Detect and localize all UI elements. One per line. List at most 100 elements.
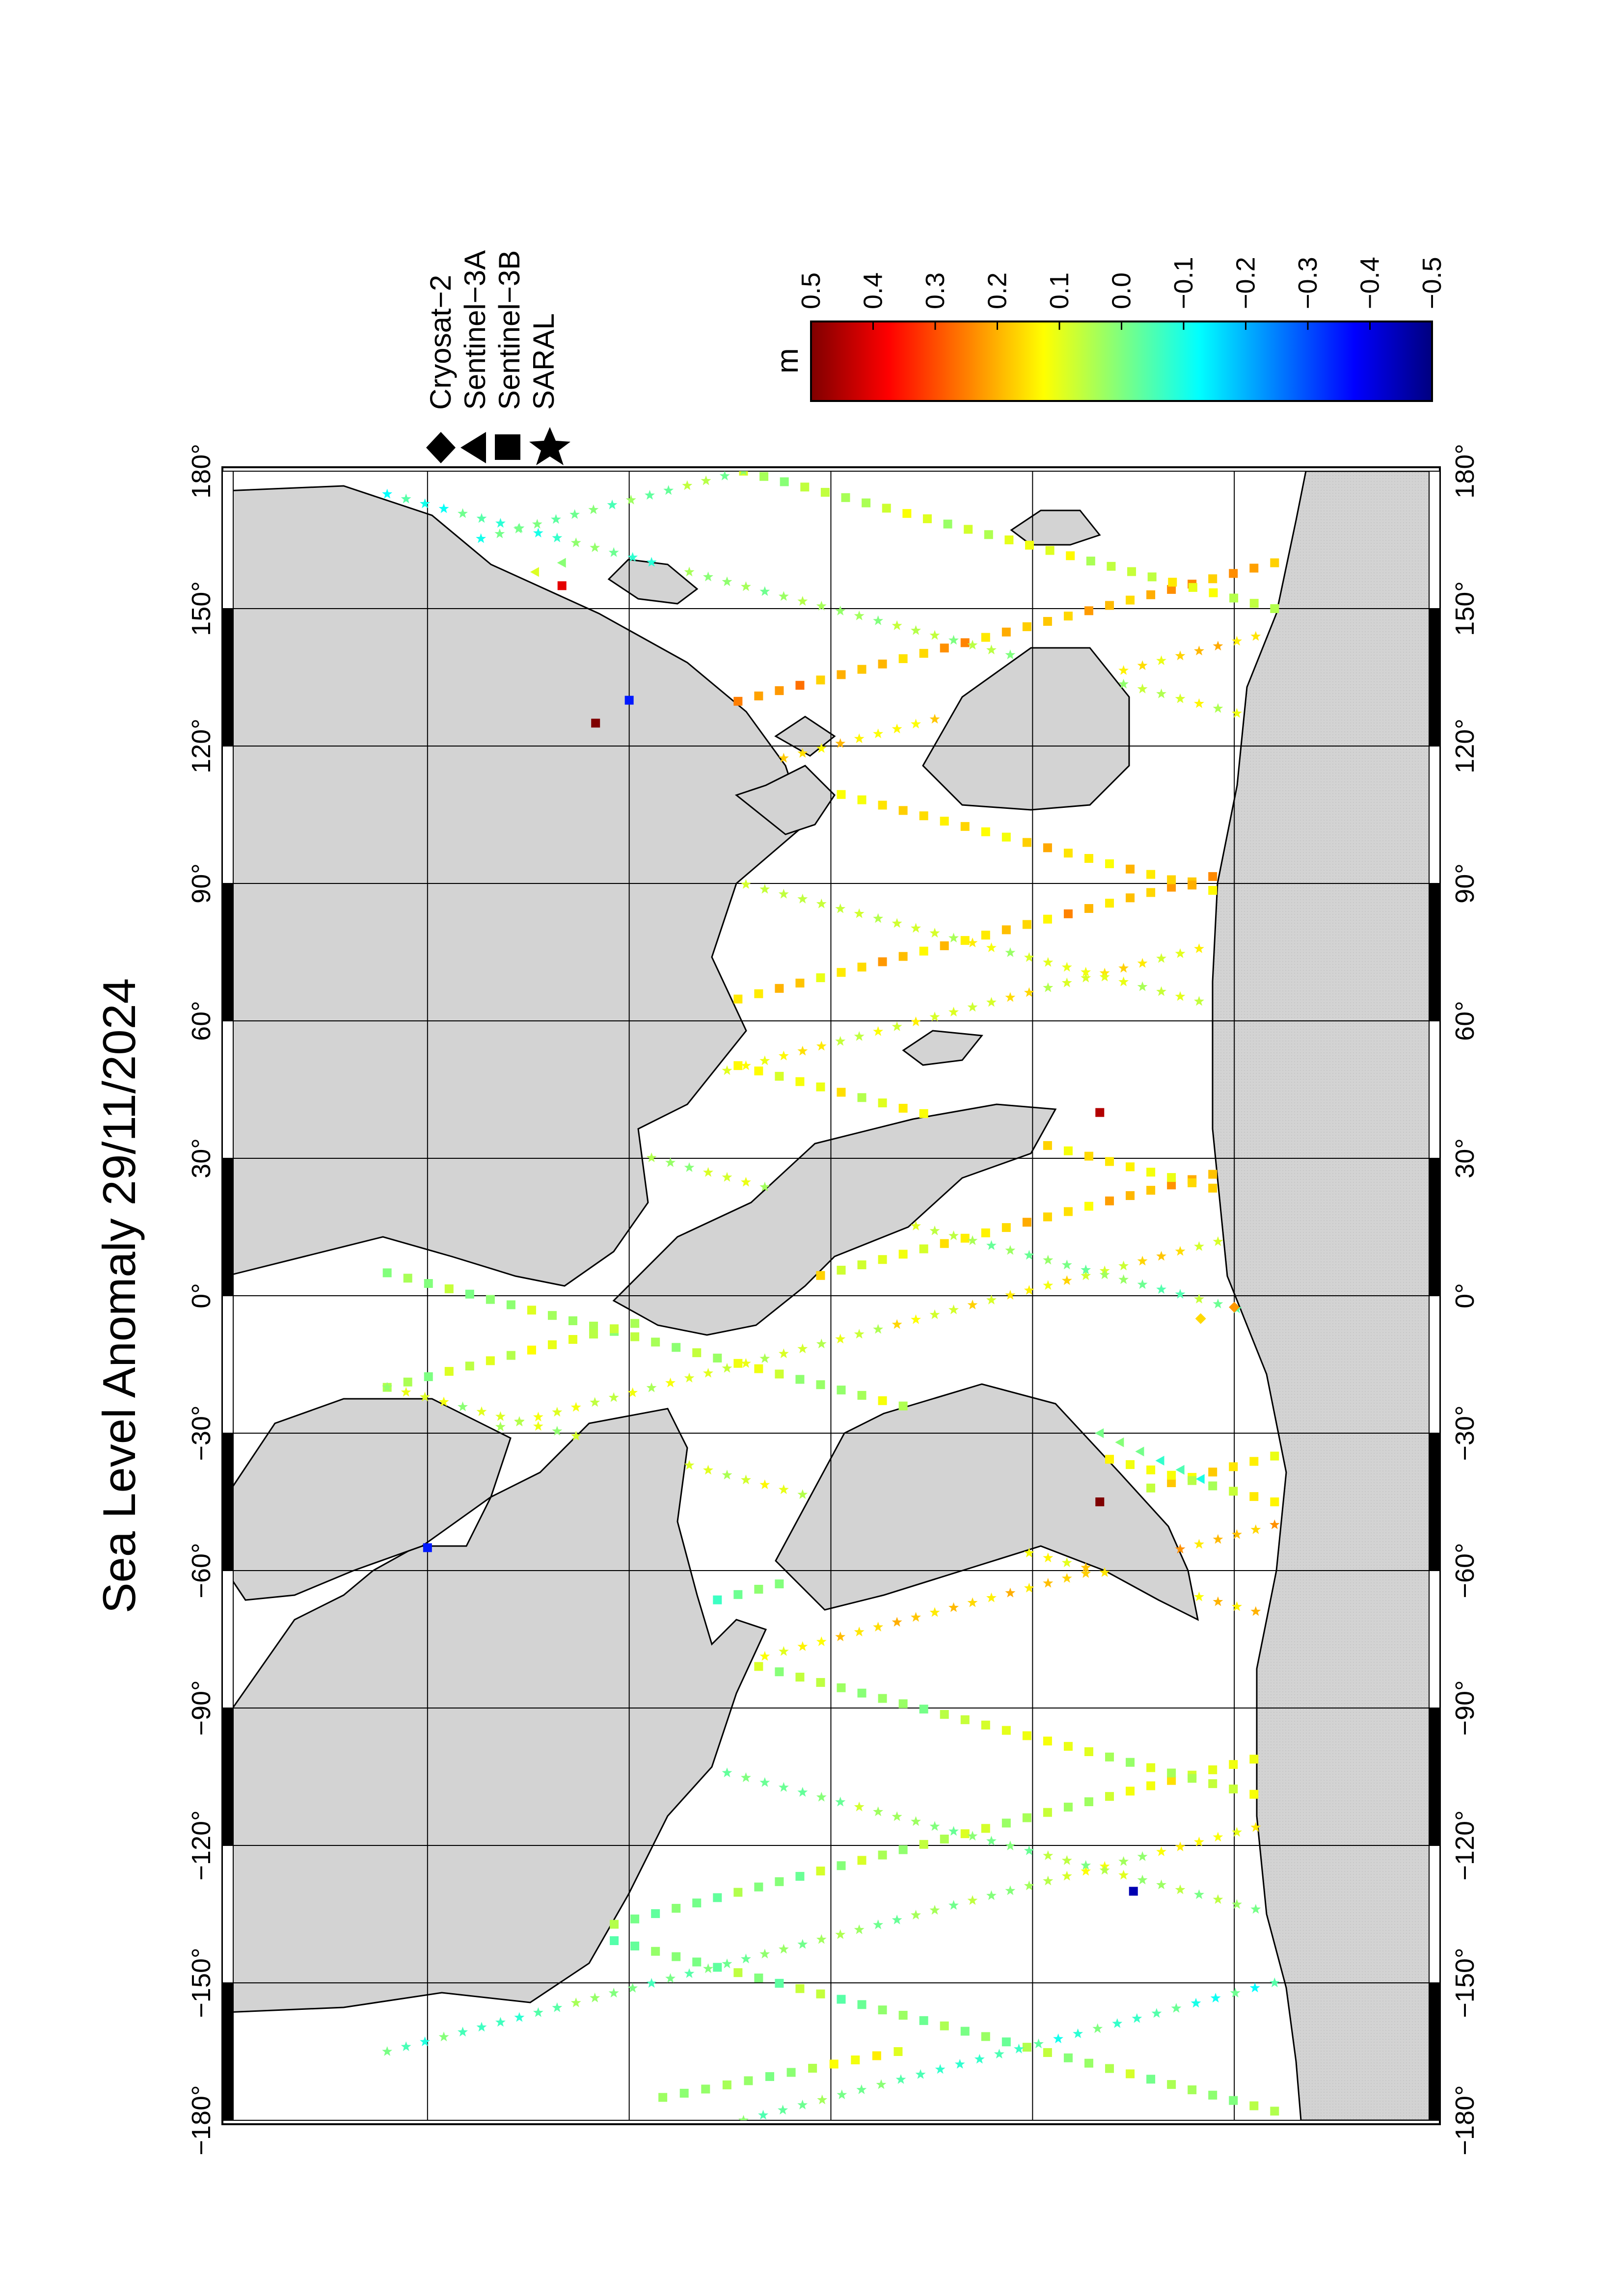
data-point-star: [1081, 972, 1091, 983]
data-point-square: [713, 1595, 722, 1604]
data-point-star: [1250, 1606, 1261, 1616]
data-point-triangle: [1095, 1428, 1104, 1438]
lon-tick-label-top: 60°: [187, 1001, 216, 1041]
data-point-square: [754, 1974, 763, 1983]
data-point-square: [898, 806, 908, 815]
data-point-square: [1045, 546, 1055, 555]
legend: Cryosat−2 Sentinel−3A Sentinel−3B SARAL: [424, 250, 570, 465]
data-point-star: [1099, 1567, 1110, 1577]
data-point-square: [1105, 601, 1114, 610]
data-point-square: [1167, 1470, 1176, 1480]
data-point-star: [570, 1431, 581, 1441]
data-point-star: [911, 719, 921, 729]
data-point-square: [1209, 588, 1218, 597]
data-point-star: [1118, 976, 1129, 987]
data-point-star: [816, 601, 827, 611]
data-point-square: [1188, 1476, 1197, 1485]
data-point-star: [986, 1294, 997, 1305]
data-point-square: [1146, 590, 1156, 599]
tick-bar-top: [222, 608, 234, 747]
data-point-star: [1081, 1860, 1091, 1870]
data-point-star: [495, 1411, 506, 1421]
data-point-star: [1005, 992, 1016, 1002]
data-point-square: [1107, 561, 1116, 571]
data-point-square: [898, 1103, 908, 1113]
data-point-star: [420, 2036, 431, 2046]
data-point-star: [759, 1181, 770, 1192]
data-point-star: [740, 471, 747, 476]
data-point-star: [1194, 1591, 1204, 1602]
data-point-star: [476, 513, 487, 523]
data-point-square: [403, 1377, 412, 1387]
colorbar-tick-label: −0.2: [1231, 257, 1261, 309]
data-point-star: [533, 528, 543, 537]
data-point-star: [1137, 1279, 1148, 1289]
data-point-star: [948, 635, 959, 645]
data-point-square: [1208, 1779, 1217, 1789]
data-point-star: [967, 1895, 978, 1905]
data-point-star: [837, 2089, 847, 2099]
data-point-star: [722, 1172, 732, 1182]
data-point-star: [1024, 987, 1034, 997]
data-point-square: [722, 2080, 731, 2089]
data-point-highlight: [591, 719, 600, 728]
data-point-star: [1175, 1289, 1186, 1299]
data-point-square: [1126, 1758, 1135, 1767]
data-point-star: [974, 2054, 985, 2064]
data-point-square: [630, 1319, 640, 1328]
data-point-star: [1118, 1260, 1129, 1271]
lon-tick-label-bottom: −30°: [1450, 1405, 1480, 1461]
data-point-square: [733, 696, 743, 706]
data-point-star: [703, 1167, 713, 1177]
data-point-square: [1208, 1468, 1217, 1477]
data-point-star: [1024, 1845, 1034, 1855]
data-point-star: [1213, 1534, 1223, 1544]
data-point-star: [1194, 1241, 1204, 1251]
data-point-square: [692, 1898, 702, 1908]
data-point-star: [835, 1036, 846, 1046]
data-point-square: [919, 2016, 928, 2025]
data-point-star: [682, 480, 693, 490]
data-point-square: [1229, 1462, 1238, 1471]
lon-tick-label-bottom: 30°: [1450, 1138, 1480, 1178]
data-point-star: [816, 1041, 827, 1051]
data-point-star: [876, 2079, 887, 2089]
data-point-star: [741, 1772, 751, 1782]
data-point-square: [1188, 583, 1197, 592]
data-point-triangle: [530, 567, 539, 577]
data-point-highlight: [624, 695, 634, 705]
data-point-square: [1208, 1481, 1217, 1491]
data-point-square: [902, 509, 912, 518]
data-point-square: [1249, 599, 1259, 608]
lon-tick-label-bottom: 90°: [1450, 863, 1480, 904]
data-point-star: [1081, 1568, 1091, 1578]
data-point-star: [967, 1002, 978, 1012]
data-point-star: [684, 1372, 695, 1383]
data-point-square: [872, 2051, 881, 2060]
data-point-star: [552, 533, 563, 542]
data-point-star: [759, 1353, 770, 1363]
data-point-star: [607, 499, 618, 509]
data-point-star: [741, 1953, 751, 1964]
data-point-square: [1043, 1808, 1052, 1817]
data-point-square: [816, 1867, 825, 1876]
data-point-square: [733, 1061, 743, 1070]
data-point-square: [981, 1824, 990, 1833]
lon-tick-label-bottom: −150°: [1450, 1948, 1480, 2018]
data-point-star: [570, 537, 581, 547]
data-point-star: [929, 1309, 940, 1319]
data-point-square: [1022, 838, 1031, 847]
data-point-square: [816, 1380, 825, 1389]
data-point-square: [733, 994, 743, 1004]
data-point-star: [476, 533, 487, 543]
data-point-star: [854, 1031, 865, 1041]
data-point-star: [1118, 962, 1129, 973]
data-point-square: [1084, 1151, 1093, 1161]
japan-islands: [607, 559, 699, 605]
data-point-star: [797, 1489, 808, 1499]
data-point-star: [873, 1806, 884, 1816]
data-point-star: [1005, 1290, 1016, 1300]
data-point-star: [778, 888, 789, 899]
data-point-star: [533, 1421, 543, 1431]
data-point-triangle: [1155, 1456, 1164, 1466]
